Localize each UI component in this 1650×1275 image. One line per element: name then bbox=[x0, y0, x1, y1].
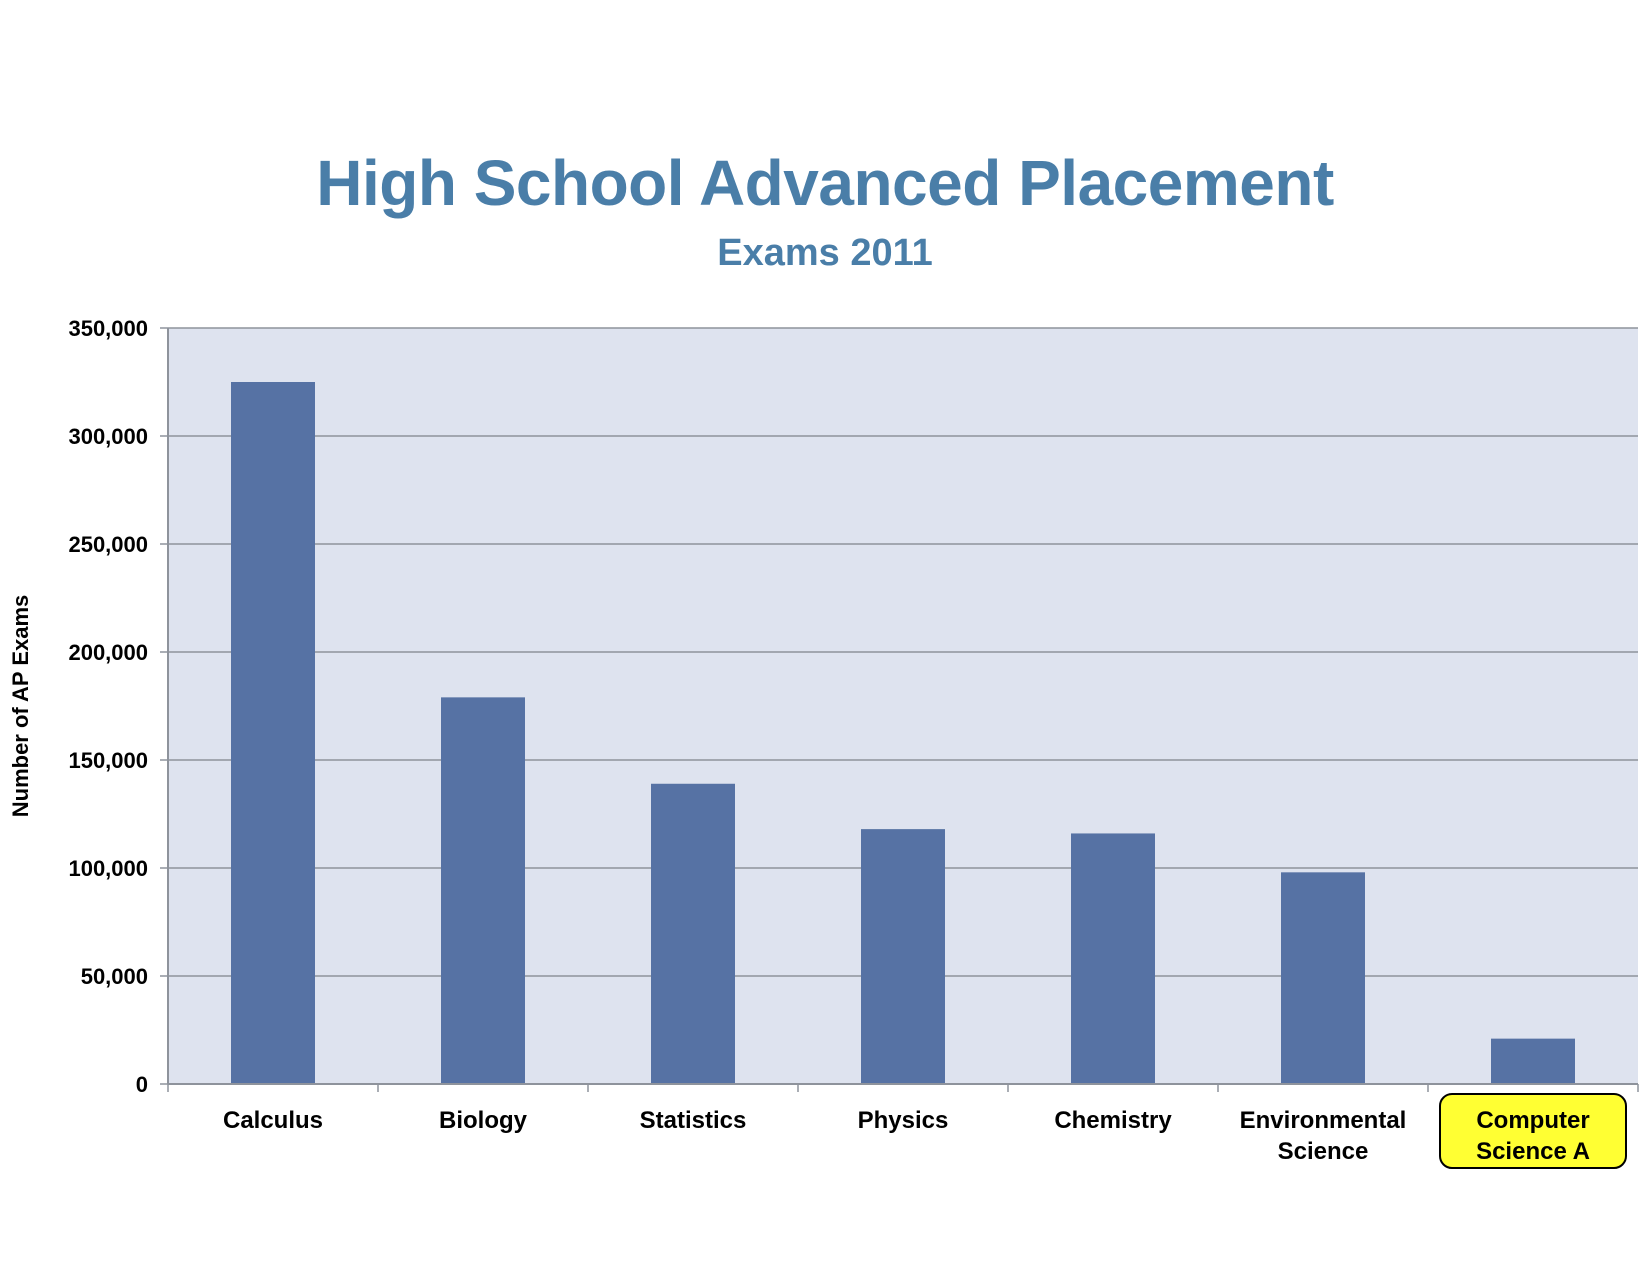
x-tick-labels: Calculus Biology Statistics Physics Chemistr… bbox=[223, 1093, 1627, 1169]
x-tick-label: Chemistry bbox=[1054, 1107, 1172, 1134]
y-tick-labels: 0 50,000 100,000 150,000 200,000 250,000 300,0… bbox=[68, 316, 148, 1097]
y-tick-label: 200,000 bbox=[68, 640, 148, 665]
gridlines bbox=[168, 327, 1638, 977]
y-tick-label: 350,000 bbox=[68, 316, 148, 341]
x-tick-label: Calculus bbox=[223, 1107, 323, 1134]
y-tick-label: 300,000 bbox=[68, 424, 148, 449]
bar bbox=[1281, 872, 1365, 1084]
bar bbox=[1491, 1038, 1575, 1084]
bar bbox=[441, 697, 525, 1084]
x-tick-label: Physics bbox=[858, 1107, 949, 1134]
bar bbox=[231, 382, 315, 1084]
chart-subtitle: Exams 2011 bbox=[717, 232, 933, 274]
y-tick-label: 50,000 bbox=[81, 964, 148, 989]
x-tick-label: Environmental bbox=[1240, 1107, 1407, 1134]
y-tick-label: 250,000 bbox=[68, 532, 148, 557]
bar bbox=[861, 829, 945, 1084]
x-tick-label: Science bbox=[1278, 1138, 1369, 1165]
bar bbox=[1071, 833, 1155, 1084]
x-tick-label: Computer bbox=[1476, 1107, 1589, 1134]
y-axis-label: Number of AP Exams bbox=[8, 595, 33, 818]
x-tick-label: Statistics bbox=[640, 1107, 747, 1134]
x-tick-label: Biology bbox=[439, 1107, 528, 1134]
y-tick-label: 100,000 bbox=[68, 856, 148, 881]
x-tick-label: Science A bbox=[1476, 1138, 1590, 1165]
y-tick-label: 150,000 bbox=[68, 748, 148, 773]
highlight-box bbox=[1439, 1093, 1627, 1169]
bar bbox=[651, 783, 735, 1084]
bars bbox=[231, 382, 1575, 1084]
chart-title: High School Advanced Placement bbox=[316, 147, 1334, 219]
y-tick-label: 0 bbox=[136, 1072, 148, 1097]
axes bbox=[160, 327, 1639, 1092]
